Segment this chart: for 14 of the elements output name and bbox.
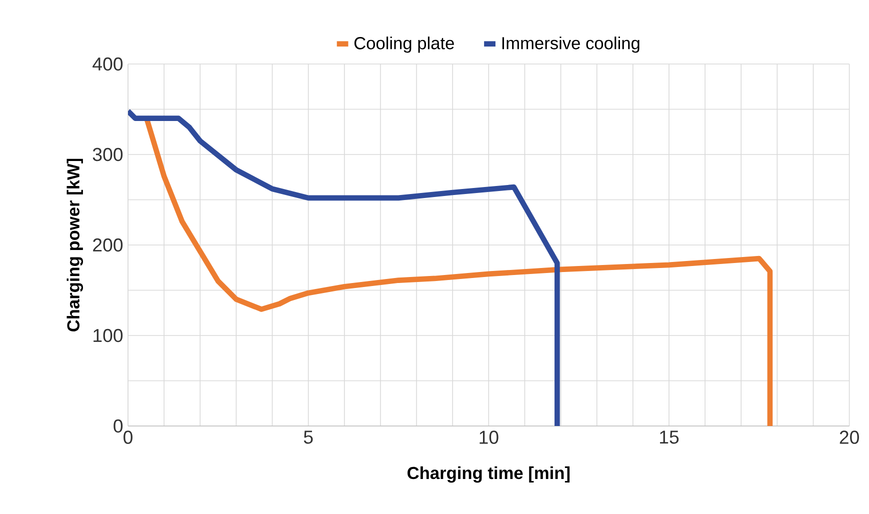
y-tick-label: 100: [94, 328, 123, 342]
y-tick-label: 300: [92, 148, 123, 162]
legend-label: Immersive cooling: [502, 36, 640, 53]
x-tick-label: 5: [304, 430, 313, 444]
y-tick-label: 400: [92, 57, 123, 71]
x-axis-title: Charging time [min]: [408, 466, 570, 483]
y-tick-label: 0: [114, 419, 123, 433]
y-tick-label: 200: [93, 238, 123, 252]
legend-label: Cooling plate: [354, 36, 454, 53]
x-tick-label: 15: [660, 430, 679, 444]
x-tick-label: 0: [124, 430, 132, 444]
y-axis-title: Charging power [kW]: [66, 158, 84, 332]
x-tick-label: 20: [840, 430, 859, 444]
x-tick-label: 10: [480, 430, 498, 444]
